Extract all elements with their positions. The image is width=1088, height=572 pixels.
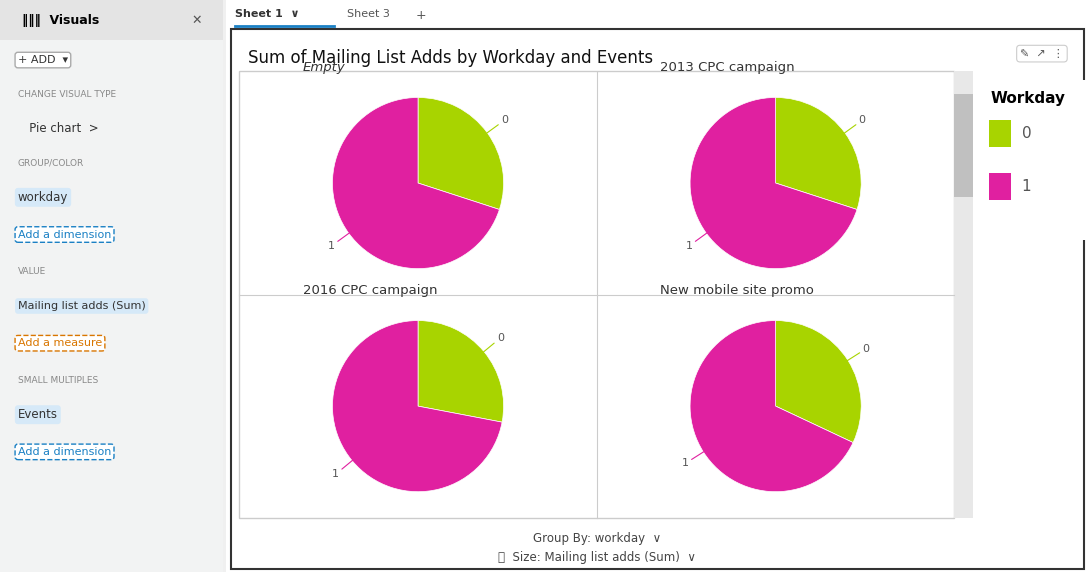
Text: New mobile site promo: New mobile site promo — [660, 284, 814, 297]
Text: Group By: workday  ∨: Group By: workday ∨ — [533, 533, 660, 545]
Text: 1: 1 — [1022, 179, 1031, 194]
Bar — [954, 72, 974, 518]
Text: Add a dimension: Add a dimension — [17, 447, 111, 457]
Text: Events: Events — [17, 408, 58, 421]
Text: workday: workday — [17, 191, 69, 204]
Wedge shape — [690, 97, 857, 269]
Text: Add a measure: Add a measure — [17, 338, 102, 348]
Wedge shape — [776, 320, 862, 443]
Text: Sheet 3: Sheet 3 — [347, 9, 390, 18]
Text: 1: 1 — [332, 439, 379, 479]
Text: ‖‖‖  Visuals: ‖‖‖ Visuals — [22, 14, 100, 26]
Wedge shape — [333, 320, 502, 492]
Bar — [989, 120, 1012, 148]
Text: ✎  ↗  ⋮: ✎ ↗ ⋮ — [1019, 49, 1064, 58]
Text: Add a dimension: Add a dimension — [17, 229, 111, 240]
Bar — [0, 0, 223, 40]
Text: 0: 0 — [459, 115, 508, 153]
Text: VALUE: VALUE — [17, 267, 46, 276]
Text: +: + — [416, 9, 426, 22]
Text: 2016 CPC campaign: 2016 CPC campaign — [302, 284, 437, 297]
Text: 0: 0 — [817, 115, 866, 153]
Text: SMALL MULTIPLES: SMALL MULTIPLES — [17, 376, 98, 385]
Text: Mailing list adds (Sum): Mailing list adds (Sum) — [17, 301, 146, 311]
Bar — [239, 72, 954, 518]
Text: 1: 1 — [685, 213, 734, 251]
Wedge shape — [418, 320, 504, 422]
Text: 0: 0 — [1022, 126, 1031, 141]
Text: 1: 1 — [327, 213, 376, 251]
Bar — [989, 173, 1012, 200]
Text: 📊  Size: Mailing list adds (Sum)  ∨: 📊 Size: Mailing list adds (Sum) ∨ — [498, 551, 696, 564]
Text: 0: 0 — [819, 344, 869, 379]
Text: Workday: Workday — [990, 92, 1065, 106]
Text: 0: 0 — [458, 333, 504, 374]
Bar — [954, 94, 974, 197]
Wedge shape — [418, 97, 504, 209]
Wedge shape — [776, 97, 862, 209]
Wedge shape — [690, 320, 853, 492]
Text: Empty: Empty — [302, 61, 345, 74]
Text: Sheet 1  ∨: Sheet 1 ∨ — [235, 9, 299, 18]
Text: GROUP/COLOR: GROUP/COLOR — [17, 158, 84, 168]
Text: + ADD  ▾: + ADD ▾ — [17, 55, 67, 65]
Text: Sum of Mailing List Adds by Workday and Events: Sum of Mailing List Adds by Workday and … — [248, 49, 653, 66]
Text: ✕: ✕ — [191, 14, 201, 26]
Text: CHANGE VISUAL TYPE: CHANGE VISUAL TYPE — [17, 90, 116, 99]
Text: 2013 CPC campaign: 2013 CPC campaign — [660, 61, 794, 74]
Text: 1: 1 — [682, 434, 732, 468]
Wedge shape — [333, 97, 499, 269]
Text: Pie chart  >: Pie chart > — [17, 122, 99, 135]
